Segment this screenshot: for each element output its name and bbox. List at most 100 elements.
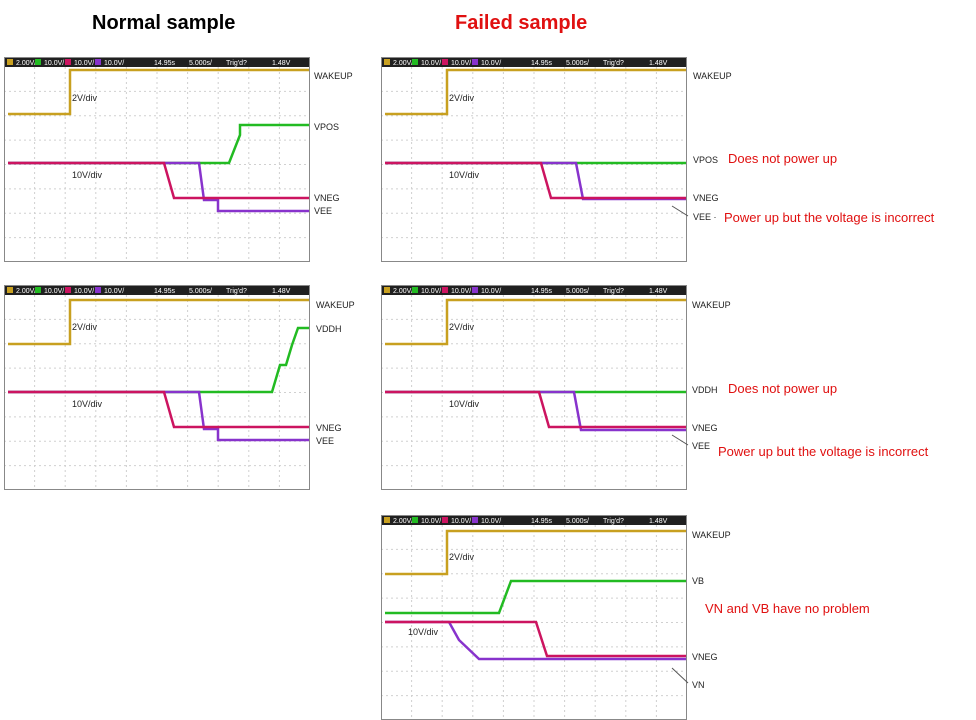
scope-header-value: 1.48V bbox=[649, 60, 668, 67]
scope-header-value: Trig'd? bbox=[603, 518, 624, 525]
wakeup-trace bbox=[385, 298, 687, 346]
note-vn-vb-ok: VN and VB have no problem bbox=[705, 601, 870, 616]
channel-marker bbox=[65, 287, 71, 293]
signal-label-wakeup: WAKEUP bbox=[692, 530, 731, 540]
vddh-trace bbox=[8, 326, 310, 394]
scope-header-value: 10.0V/ bbox=[481, 288, 501, 295]
scale-label-10v: 10V/div bbox=[408, 627, 439, 637]
note-vee-failure: Power up but the voltage is incorrect bbox=[718, 444, 929, 459]
scope-header-bar bbox=[381, 285, 687, 295]
note-vddh-failure: Does not power up bbox=[728, 381, 838, 396]
channel-marker bbox=[384, 287, 390, 293]
scope-border bbox=[4, 285, 310, 490]
scope-header-value: 10.0V/ bbox=[421, 288, 441, 295]
vneg-trace bbox=[385, 161, 687, 200]
channel-marker bbox=[472, 59, 478, 65]
signal-label-wakeup: WAKEUP bbox=[693, 71, 732, 81]
scope-header-value: 5.000s/ bbox=[189, 288, 212, 295]
scope-border bbox=[381, 57, 687, 262]
scope-header-value: Trig'd? bbox=[603, 288, 624, 295]
scope-header-value: 14.95s bbox=[531, 60, 553, 67]
channel-marker bbox=[35, 59, 41, 65]
pointer-arrow bbox=[671, 667, 689, 684]
signal-label-vddh: VDDH bbox=[316, 324, 342, 334]
channel-marker bbox=[412, 59, 418, 65]
scope-header-value: 10.0V/ bbox=[104, 60, 124, 67]
oscilloscope-capture: 2.00V/10.0V/10.0V/10.0V/14.95s 5.000s/Tri… bbox=[4, 57, 310, 262]
wakeup-trace bbox=[8, 298, 310, 346]
channel-marker bbox=[95, 287, 101, 293]
signal-label-vee: VEE bbox=[314, 206, 333, 216]
scope-header-value: 14.95s bbox=[531, 288, 553, 295]
signal-label-wakeup: WAKEUP bbox=[692, 300, 731, 310]
scope-header-bar bbox=[4, 57, 310, 67]
scale-label-2v: 2V/div bbox=[449, 322, 475, 332]
scope-normal-vddh: 2.00V/10.0V/10.0V/10.0V/14.95s 5.000s/Tri… bbox=[4, 285, 310, 490]
vb-trace bbox=[385, 579, 687, 615]
signal-label-vn: VN bbox=[692, 680, 705, 690]
channel-marker bbox=[95, 59, 101, 65]
scope-header-value: 10.0V/ bbox=[481, 518, 501, 525]
signal-label-vpos: VPOS bbox=[693, 155, 719, 165]
scope-header-bar bbox=[4, 285, 310, 295]
channel-marker bbox=[412, 287, 418, 293]
channel-marker bbox=[442, 59, 448, 65]
vneg-trace bbox=[8, 161, 310, 200]
channel-marker bbox=[472, 287, 478, 293]
channel-marker bbox=[442, 517, 448, 523]
scale-label-10v: 10V/div bbox=[449, 399, 480, 409]
scale-label-10v: 10V/div bbox=[449, 170, 480, 180]
wakeup-trace bbox=[385, 529, 687, 576]
scope-header-bar bbox=[381, 57, 687, 67]
scale-label-2v: 2V/div bbox=[449, 93, 475, 103]
scope-header-value: 1.48V bbox=[272, 288, 291, 295]
vneg-trace bbox=[8, 390, 310, 429]
scope-header-value: 5.000s/ bbox=[566, 60, 589, 67]
signal-label-vb: VB bbox=[692, 576, 705, 586]
normal-sample-heading: Normal sample bbox=[92, 12, 236, 34]
scope-header-value: 10.0V/ bbox=[451, 60, 471, 67]
scope-header-value: 2.00V/ bbox=[16, 60, 36, 67]
scope-header-bar bbox=[381, 515, 687, 525]
scope-border bbox=[4, 57, 310, 262]
scope-header-value: Trig'd? bbox=[226, 288, 247, 295]
signal-label-vee: VEE · bbox=[693, 212, 717, 222]
signal-label-vpos: VPOS bbox=[314, 122, 340, 132]
note-vpos-failure: Does not power up bbox=[728, 151, 838, 166]
signal-label-wakeup: WAKEUP bbox=[314, 71, 353, 81]
scope-border bbox=[381, 285, 687, 490]
channel-marker bbox=[7, 59, 13, 65]
channel-marker bbox=[384, 59, 390, 65]
scope-header-value: Trig'd? bbox=[603, 60, 624, 67]
signal-label-wakeup: WAKEUP bbox=[316, 300, 355, 310]
scope-header-value: 5.000s/ bbox=[566, 288, 589, 295]
vneg-trace bbox=[385, 390, 687, 429]
signal-label-vneg: VNEG bbox=[316, 423, 342, 433]
signal-label-vee: VEE bbox=[692, 441, 711, 451]
signal-label-vddh: VDDH bbox=[692, 385, 718, 395]
scale-label-2v: 2V/div bbox=[449, 552, 475, 562]
scale-label-10v: 10V/div bbox=[72, 399, 103, 409]
scope-header-value: 1.48V bbox=[272, 60, 291, 67]
oscilloscope-capture: 2.00V/10.0V/10.0V/10.0V/14.95s 5.000s/Tri… bbox=[381, 285, 687, 490]
channel-marker bbox=[65, 59, 71, 65]
scale-label-2v: 2V/div bbox=[72, 322, 98, 332]
scope-header-value: 10.0V/ bbox=[44, 288, 64, 295]
scope-header-value: 10.0V/ bbox=[421, 60, 441, 67]
signal-label-vneg: VNEG bbox=[314, 193, 340, 203]
signal-label-vneg: VNEG bbox=[693, 193, 719, 203]
channel-marker bbox=[7, 287, 13, 293]
scope-header-value: 5.000s/ bbox=[566, 518, 589, 525]
scope-header-value: 10.0V/ bbox=[451, 518, 471, 525]
scope-failed-vb-vn: 2.00V/10.0V/10.0V/10.0V/14.95s 5.000s/Tri… bbox=[381, 515, 687, 720]
scope-header-value: Trig'd? bbox=[226, 60, 247, 67]
scope-header-value: 10.0V/ bbox=[451, 288, 471, 295]
scope-header-value: 14.95s bbox=[154, 60, 176, 67]
scale-label-2v: 2V/div bbox=[72, 93, 98, 103]
scale-label-10v: 10V/div bbox=[72, 170, 103, 180]
scope-header-value: 10.0V/ bbox=[44, 60, 64, 67]
scope-header-value: 1.48V bbox=[649, 518, 668, 525]
note-vee-failure: Power up but the voltage is incorrect bbox=[724, 210, 935, 225]
scope-header-value: 10.0V/ bbox=[74, 60, 94, 67]
